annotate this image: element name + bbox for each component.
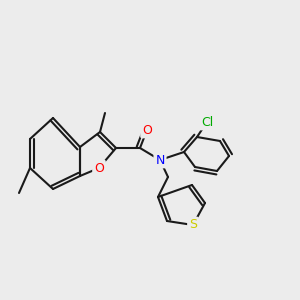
Text: N: N: [155, 154, 165, 166]
Text: Cl: Cl: [201, 116, 213, 128]
Text: S: S: [189, 218, 197, 232]
Text: O: O: [94, 161, 104, 175]
Text: O: O: [142, 124, 152, 136]
